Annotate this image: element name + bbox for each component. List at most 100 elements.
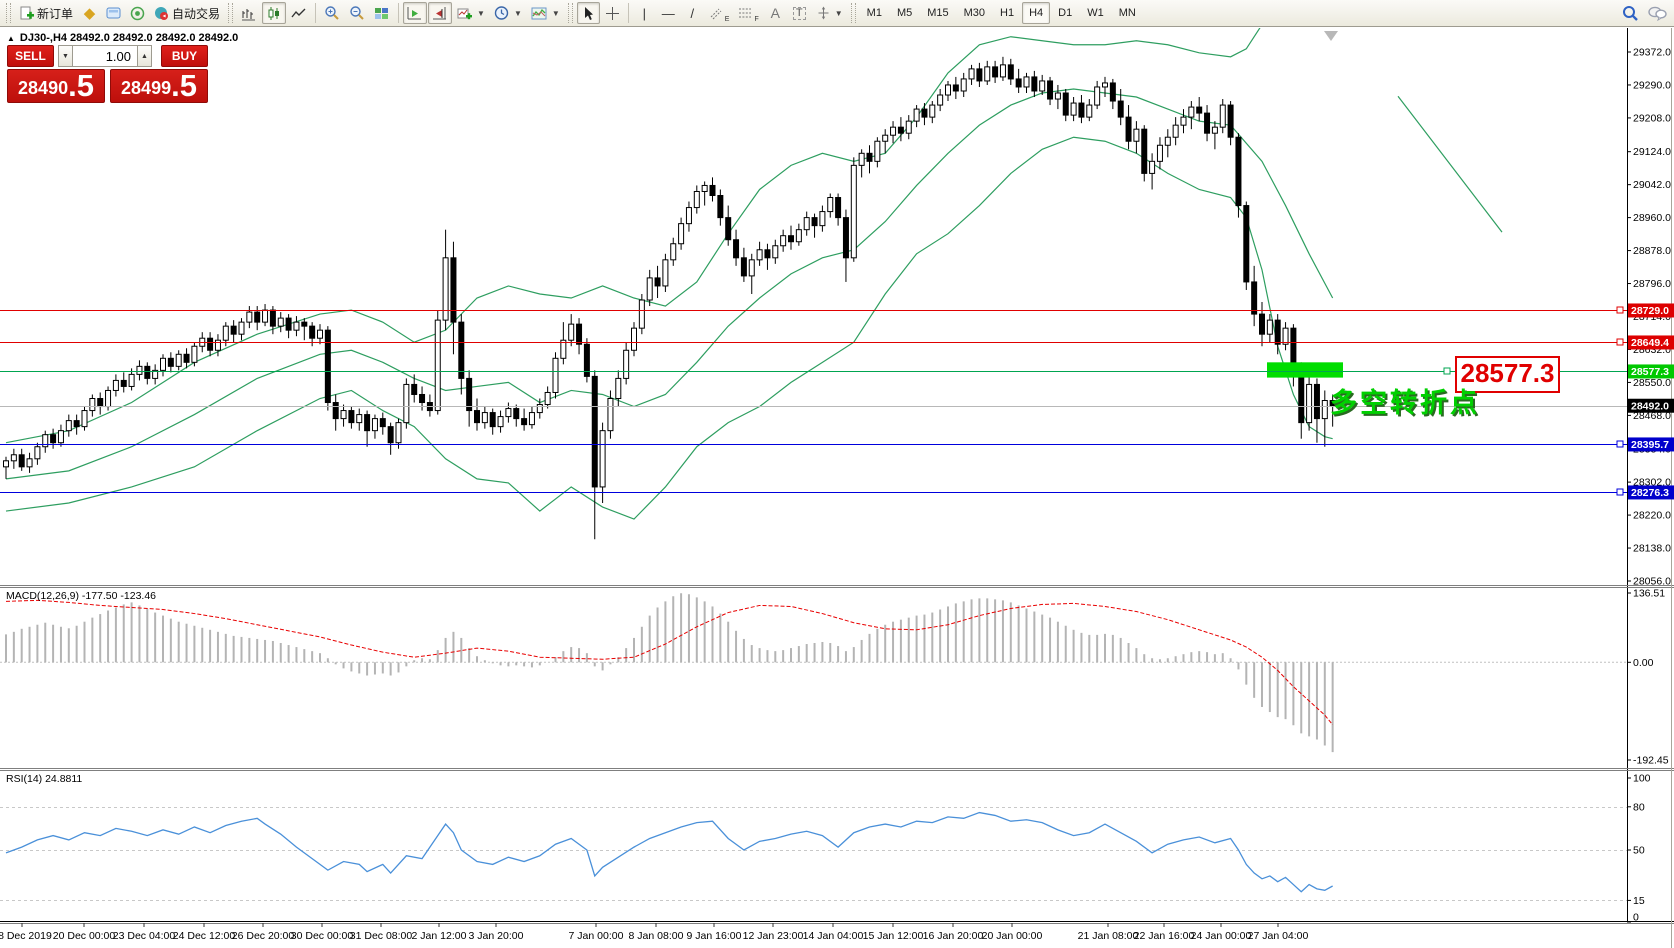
auto-trading-button[interactable]: 自动交易 xyxy=(150,2,224,24)
candle xyxy=(960,78,967,92)
candle xyxy=(1086,104,1093,118)
new-chart-dropdown[interactable]: ▼ xyxy=(453,2,489,24)
collapse-arrow-icon[interactable]: ▲ xyxy=(7,33,15,43)
candle xyxy=(301,321,308,327)
bar-chart-button[interactable] xyxy=(237,2,261,24)
green-zone-rect[interactable] xyxy=(1267,362,1343,378)
volume-increase-button[interactable]: ▲ xyxy=(137,45,152,67)
scroll-marker-icon[interactable] xyxy=(1324,31,1338,41)
svg-text:3 Jan 20:00: 3 Jan 20:00 xyxy=(469,930,524,942)
line-handle[interactable] xyxy=(1616,306,1624,314)
macd-panel[interactable] xyxy=(0,593,1627,753)
svg-text:28056.0: 28056.0 xyxy=(1633,576,1671,588)
search-button[interactable] xyxy=(1618,2,1643,24)
periods-dropdown[interactable]: ▼ xyxy=(490,2,526,24)
svg-text:136.51: 136.51 xyxy=(1633,588,1665,600)
market-watch-button[interactable] xyxy=(126,2,149,24)
candlestick-chart-button[interactable] xyxy=(262,2,287,24)
horizontal-line-button[interactable]: — xyxy=(657,2,680,24)
zoom-out-button[interactable] xyxy=(345,2,369,24)
chart-shift-button[interactable] xyxy=(428,2,453,24)
sell-price-button[interactable]: 28490.5 xyxy=(7,69,105,103)
rsi-panel[interactable] xyxy=(0,807,1627,901)
trendline-button[interactable]: / xyxy=(681,2,704,24)
line-handle[interactable] xyxy=(1616,488,1624,496)
candle xyxy=(175,353,182,367)
candle xyxy=(1156,144,1163,162)
toolbar-grip[interactable] xyxy=(6,3,11,23)
tile-windows-button[interactable] xyxy=(370,2,394,24)
price-panel[interactable] xyxy=(3,0,1503,540)
auto-scroll-icon xyxy=(407,6,422,19)
candle xyxy=(403,383,410,424)
chart-profile-button[interactable] xyxy=(102,2,125,24)
buy-price-main: 28499 xyxy=(121,78,172,98)
chat-button[interactable] xyxy=(1644,2,1671,24)
candle xyxy=(992,66,999,78)
symbols-button[interactable]: ◆ xyxy=(78,2,101,24)
toolbar-grip[interactable] xyxy=(567,3,573,23)
price-callout[interactable]: 28577.3 xyxy=(1455,356,1560,393)
arrows-tool-dropdown[interactable]: ▼ xyxy=(812,2,847,24)
timeframe-button-mn[interactable]: MN xyxy=(1118,7,1136,19)
vertical-line-button[interactable]: | xyxy=(633,2,656,24)
candle xyxy=(897,126,904,134)
svg-text:14 Jan 04:00: 14 Jan 04:00 xyxy=(803,930,864,942)
candle xyxy=(50,434,57,444)
timeframe-button-m15[interactable]: M15 xyxy=(927,7,949,19)
volume-input[interactable] xyxy=(73,45,137,67)
candle xyxy=(937,94,944,106)
toolbar-grip[interactable] xyxy=(850,3,856,23)
timeframe-button-w1[interactable]: W1 xyxy=(1087,7,1104,19)
channel-button[interactable]: E xyxy=(705,2,734,24)
svg-text:28550.0: 28550.0 xyxy=(1633,377,1671,389)
candle xyxy=(1125,116,1132,142)
timeframe-button-d1[interactable]: D1 xyxy=(1058,7,1073,19)
volume-decrease-button[interactable]: ▼ xyxy=(58,45,73,67)
svg-text:28878.0: 28878.0 xyxy=(1633,245,1671,257)
buy-button[interactable]: BUY xyxy=(161,45,208,67)
line-handle[interactable] xyxy=(1616,440,1624,448)
new-order-button[interactable]: 新订单 xyxy=(15,2,77,24)
svg-text:24 Jan 00:00: 24 Jan 00:00 xyxy=(1191,930,1252,942)
zoom-in-button[interactable] xyxy=(320,2,344,24)
line-chart-button[interactable] xyxy=(287,2,311,24)
candle xyxy=(984,66,991,82)
text-tool-button[interactable]: A xyxy=(764,2,787,24)
label-tool-button[interactable]: T xyxy=(788,2,811,24)
arrows-tool-icon xyxy=(818,6,829,20)
candle xyxy=(1306,383,1313,424)
candle xyxy=(238,321,245,335)
chart-background[interactable] xyxy=(0,27,1674,948)
timeframe-button-m30[interactable]: M30 xyxy=(963,7,986,19)
timeframe-button-m1[interactable]: M1 xyxy=(866,7,882,19)
candle xyxy=(905,120,912,134)
buy-price-button[interactable]: 28499.5 xyxy=(110,69,208,103)
auto-scroll-button[interactable] xyxy=(403,2,428,24)
candle xyxy=(693,190,700,209)
timeframe-button-h4[interactable]: H4 xyxy=(1022,2,1051,24)
candle xyxy=(795,229,802,243)
price-axis[interactable]: 29372.0 29290.0 29208.0 29124.0 29042.0 28960… xyxy=(1627,47,1671,924)
crosshair-button[interactable] xyxy=(601,2,624,24)
candle xyxy=(1235,136,1242,207)
timeframe-button-h1[interactable]: H1 xyxy=(1000,7,1015,19)
line-handle[interactable] xyxy=(1616,338,1624,346)
toolbar-grip[interactable] xyxy=(228,3,234,23)
candle xyxy=(583,343,590,377)
horizontal-levels[interactable] xyxy=(0,306,1627,496)
candle xyxy=(1039,80,1046,92)
candle xyxy=(89,398,96,412)
timeframe-button-m5[interactable]: M5 xyxy=(896,7,913,19)
buy-price-fraction: .5 xyxy=(171,68,197,103)
sell-button[interactable]: SELL xyxy=(7,45,54,67)
line-handle[interactable] xyxy=(1443,367,1451,375)
candle xyxy=(1172,124,1179,138)
candle xyxy=(1251,281,1258,315)
fibonacci-button[interactable]: F xyxy=(734,2,762,24)
indicators-dropdown[interactable]: ▼ xyxy=(527,2,564,24)
cursor-button[interactable] xyxy=(576,2,600,24)
svg-text:7 Jan 00:00: 7 Jan 00:00 xyxy=(569,930,624,942)
